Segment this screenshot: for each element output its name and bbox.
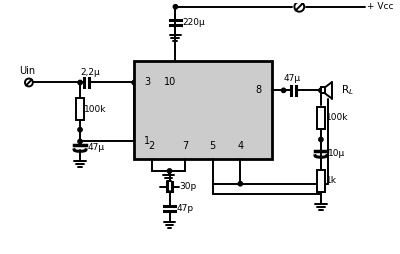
Circle shape bbox=[238, 182, 242, 186]
Text: 10μ: 10μ bbox=[328, 149, 345, 158]
Bar bbox=[134, 61, 272, 159]
Circle shape bbox=[132, 80, 136, 85]
Text: 100k: 100k bbox=[326, 113, 348, 122]
Bar bbox=[76, 98, 84, 120]
Text: 47p: 47p bbox=[176, 204, 194, 213]
Text: 10: 10 bbox=[164, 77, 176, 87]
Text: 2,2μ: 2,2μ bbox=[80, 68, 100, 77]
Text: + Vcc: + Vcc bbox=[367, 2, 394, 11]
Circle shape bbox=[319, 88, 323, 92]
Text: 30p: 30p bbox=[179, 182, 196, 191]
Text: 47μ: 47μ bbox=[284, 74, 301, 84]
Circle shape bbox=[78, 80, 82, 85]
Text: 2: 2 bbox=[149, 141, 155, 151]
Bar bbox=[321, 87, 325, 93]
Circle shape bbox=[78, 139, 82, 144]
Text: 3: 3 bbox=[144, 77, 150, 87]
Text: R$_L$: R$_L$ bbox=[340, 84, 354, 97]
Text: 100k: 100k bbox=[84, 105, 106, 114]
Text: Uin: Uin bbox=[19, 66, 35, 76]
Circle shape bbox=[78, 128, 82, 132]
Circle shape bbox=[167, 169, 172, 173]
Text: 1: 1 bbox=[144, 136, 150, 147]
Text: 7: 7 bbox=[182, 141, 188, 151]
Circle shape bbox=[319, 137, 323, 142]
Bar bbox=[316, 107, 325, 129]
Circle shape bbox=[173, 5, 178, 9]
Text: 1k: 1k bbox=[326, 176, 337, 185]
Text: 4: 4 bbox=[237, 141, 243, 151]
Circle shape bbox=[282, 88, 286, 92]
Bar bbox=[316, 170, 325, 192]
Text: 47μ: 47μ bbox=[88, 143, 105, 152]
Text: 5: 5 bbox=[210, 141, 216, 151]
Text: 8: 8 bbox=[256, 85, 262, 95]
Text: 220μ: 220μ bbox=[182, 18, 205, 27]
